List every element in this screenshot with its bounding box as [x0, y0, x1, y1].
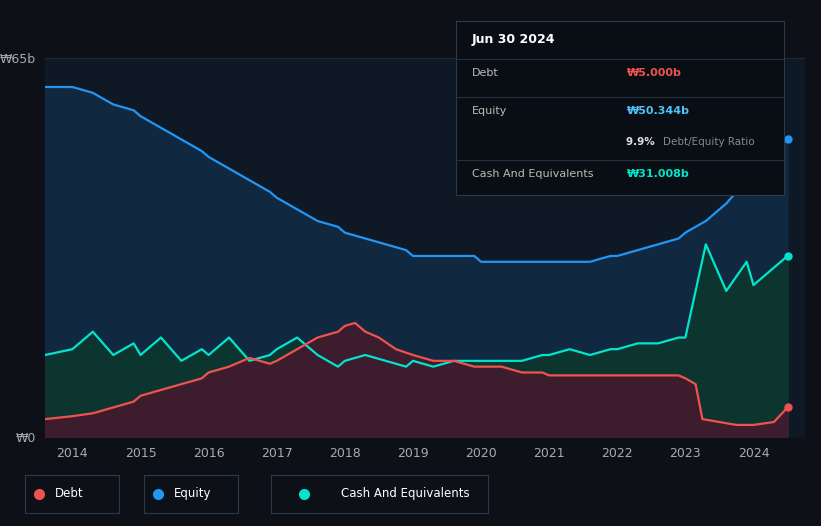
Text: Jun 30 2024: Jun 30 2024: [472, 33, 556, 46]
Text: Cash And Equivalents: Cash And Equivalents: [341, 488, 469, 500]
Text: Equity: Equity: [174, 488, 211, 500]
Text: ₩50.344b: ₩50.344b: [626, 106, 690, 116]
Text: 9.9%: 9.9%: [626, 137, 658, 147]
Text: Debt: Debt: [472, 68, 499, 78]
Text: Cash And Equivalents: Cash And Equivalents: [472, 168, 594, 179]
Text: ₩5.000b: ₩5.000b: [626, 68, 681, 78]
Text: Debt: Debt: [55, 488, 84, 500]
Text: Equity: Equity: [472, 106, 507, 116]
Text: Debt/Equity Ratio: Debt/Equity Ratio: [663, 137, 754, 147]
Text: ₩31.008b: ₩31.008b: [626, 168, 689, 179]
